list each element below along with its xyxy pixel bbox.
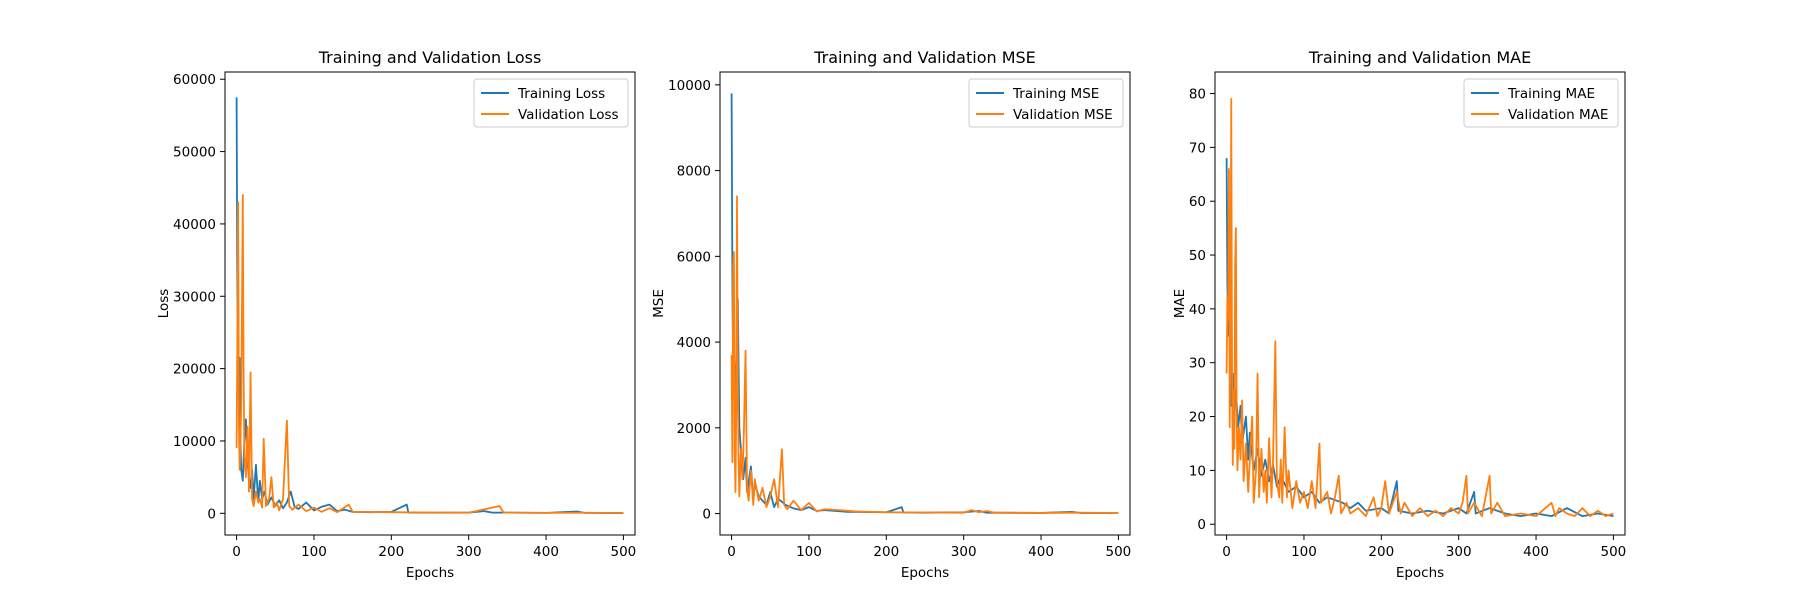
y-axis-label: Loss	[156, 289, 172, 319]
legend-box	[1463, 78, 1619, 128]
chart-panel-2: 0 100 200 300 400 500 0 10 20 30 40 50 60 70 80 Trainin…	[1172, 48, 1626, 581]
y-tick-label: 20000	[173, 362, 216, 378]
y-tick-label: 6000	[677, 249, 711, 265]
y-tick-label: 60	[1189, 194, 1206, 210]
legend-entry: Training MAE	[1507, 86, 1595, 102]
chart-panel-1: 0 100 200 300 400 500 0 2000 4000 6000 8000 10000 Tr…	[651, 48, 1131, 581]
x-tick-label: 100	[301, 544, 327, 560]
x-axis-label: Epochs	[406, 565, 454, 581]
legend-entry: Training MSE	[1012, 86, 1099, 102]
x-tick-label: 500	[1106, 544, 1132, 560]
y-tick-label: 50	[1189, 248, 1206, 264]
y-tick-label: 50000	[173, 145, 216, 161]
legend: Training MSE Validation MSE	[968, 78, 1124, 128]
chart-title: Training and Validation MAE	[1308, 48, 1531, 67]
chart-panel-0: 0 100 200 300 400 500 0 10000 20000 30000 40000 500…	[156, 48, 636, 581]
x-axis-label: Epochs	[1396, 565, 1444, 581]
x-tick-label: 400	[1523, 544, 1549, 560]
y-tick-label: 10000	[173, 434, 216, 450]
x-tick-label: 200	[873, 544, 899, 560]
y-tick-label: 60000	[173, 72, 216, 88]
y-tick-label: 70	[1189, 140, 1206, 156]
series-line-2-0	[1225, 158, 1614, 518]
chart-title: Training and Validation MSE	[813, 48, 1036, 67]
y-tick-label: 20	[1189, 410, 1206, 426]
x-tick-label: 300	[1446, 544, 1472, 560]
x-tick-label: 200	[378, 544, 404, 560]
x-tick-label: 100	[796, 544, 822, 560]
plot-frame	[224, 71, 636, 536]
legend: Training MAE Validation MAE	[1463, 78, 1619, 128]
series-line-2-1	[1225, 98, 1614, 518]
legend: Training Loss Validation Loss	[473, 78, 629, 128]
legend-entry: Validation Loss	[518, 107, 619, 123]
y-tick-label: 10	[1189, 463, 1206, 479]
y-axis-label: MSE	[651, 289, 667, 318]
y-tick-label: 8000	[677, 164, 711, 180]
y-tick-label: 4000	[677, 335, 711, 351]
x-tick-label: 400	[1028, 544, 1054, 560]
x-tick-label: 500	[611, 544, 637, 560]
x-tick-label: 500	[1601, 544, 1627, 560]
x-tick-label: 100	[1291, 544, 1317, 560]
y-axis-label: MAE	[1172, 289, 1188, 318]
y-tick-label: 40000	[173, 217, 216, 233]
legend-box	[968, 78, 1124, 128]
series-line-0-0	[235, 97, 624, 514]
series-line-1-0	[730, 93, 1119, 515]
y-tick-label: 0	[702, 507, 711, 523]
x-axis-label: Epochs	[901, 565, 949, 581]
x-tick-label: 200	[1368, 544, 1394, 560]
x-tick-label: 300	[456, 544, 482, 560]
y-tick-label: 30	[1189, 356, 1206, 372]
y-tick-label: 30000	[173, 289, 216, 305]
y-tick-label: 40	[1189, 302, 1206, 318]
x-tick-label: 400	[533, 544, 559, 560]
y-tick-label: 80	[1189, 87, 1206, 103]
legend-box	[473, 78, 629, 128]
y-tick-label: 0	[1197, 517, 1206, 533]
y-tick-label: 2000	[677, 421, 711, 437]
series-line-1-1	[730, 195, 1119, 515]
series-line-0-1	[235, 194, 624, 514]
chart-title: Training and Validation Loss	[318, 48, 542, 67]
legend-entry: Validation MAE	[1508, 107, 1608, 123]
x-tick-label: 0	[1222, 544, 1231, 560]
x-tick-label: 0	[727, 544, 736, 560]
x-tick-label: 0	[232, 544, 241, 560]
x-tick-label: 300	[951, 544, 977, 560]
plot-frame	[1214, 71, 1626, 536]
y-tick-label: 10000	[668, 78, 711, 94]
plot-frame	[719, 71, 1131, 536]
y-tick-label: 0	[207, 506, 216, 522]
legend-entry: Training Loss	[517, 86, 605, 102]
legend-entry: Validation MSE	[1013, 107, 1113, 123]
